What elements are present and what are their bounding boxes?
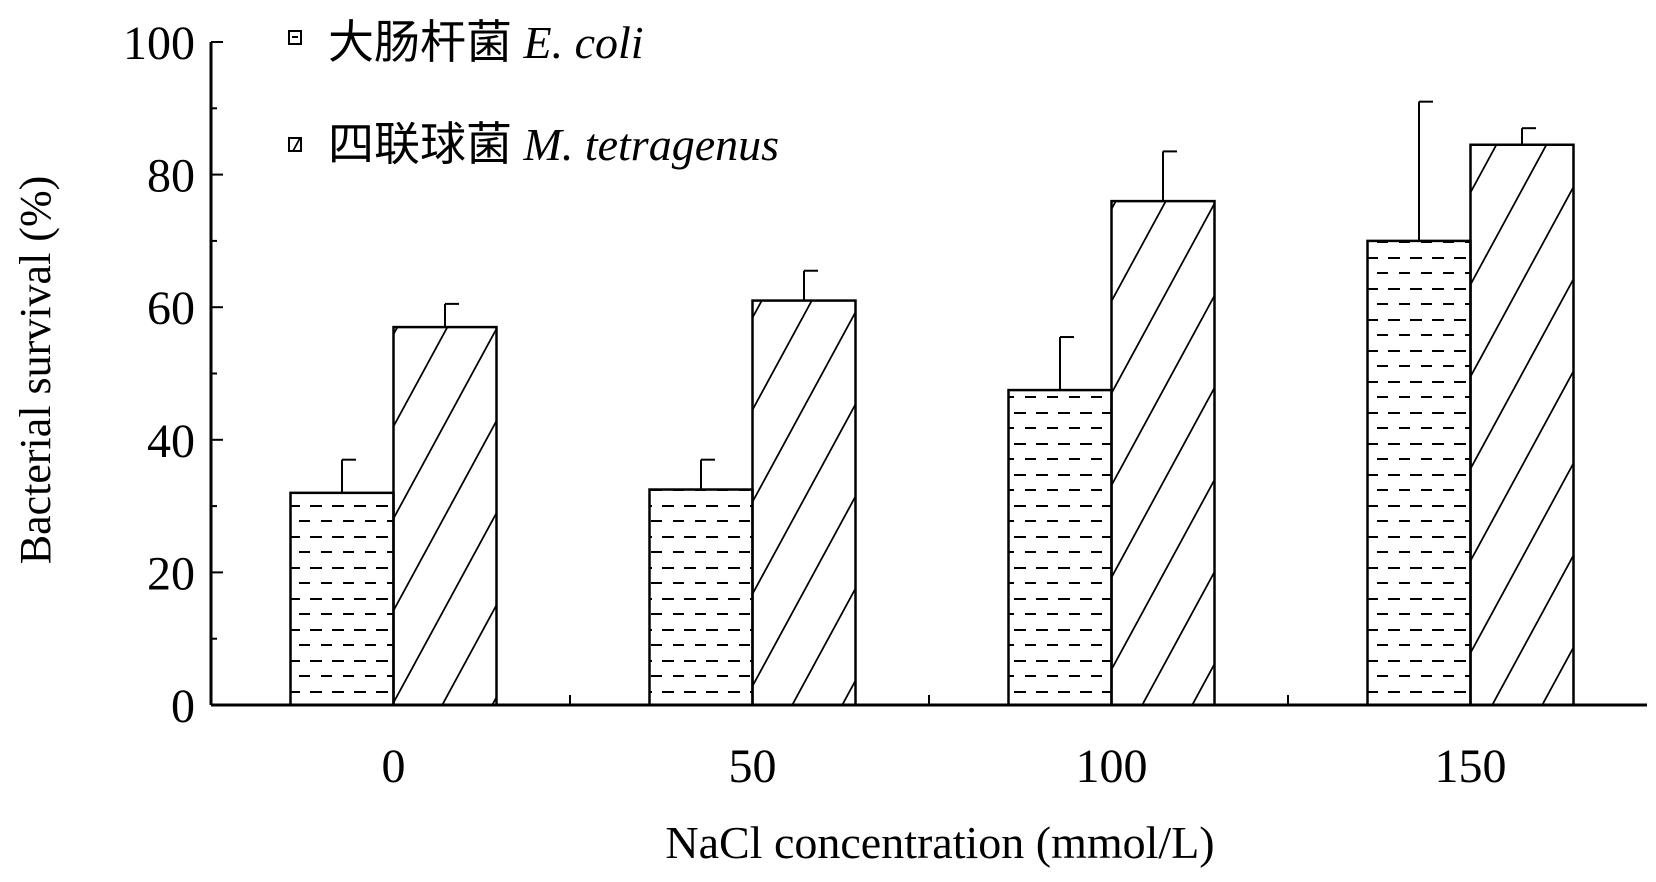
legend-label-ecoli: 大肠杆菌 E. coli — [328, 17, 644, 68]
legend-label-mtetragenus: 四联球菌 M. tetragenus — [328, 119, 779, 170]
legend-swatch-mtetragenus — [288, 137, 302, 152]
bar-mtetragenus — [751, 299, 857, 707]
x-tick-label: 50 — [729, 740, 777, 793]
legend-italic-mtetragenus: M. tetragenus — [523, 119, 780, 170]
y-tick-label: 80 — [147, 150, 195, 203]
bar-ecoli — [1007, 388, 1113, 707]
bar-ecoli — [648, 488, 754, 707]
x-tick-label: 100 — [1076, 740, 1148, 793]
x-tick-label: 150 — [1435, 740, 1507, 793]
x-axis-label: NaCl concentration (mmol/L) — [665, 817, 1214, 868]
y-tick-label: 60 — [147, 282, 195, 335]
bar-mtetragenus — [392, 325, 498, 707]
bar-ecoli — [289, 491, 395, 707]
y-tick-label: 0 — [171, 680, 195, 733]
y-tick-label: 100 — [123, 17, 195, 70]
bar-mtetragenus — [1469, 143, 1575, 707]
y-tick-label: 20 — [147, 547, 195, 600]
legend: 大肠杆菌 E. coli 四联球菌 M. tetragenus — [288, 17, 779, 170]
legend-name-mtetragenus: 四联球菌 — [328, 119, 512, 170]
y-tick-label: 40 — [147, 415, 195, 468]
y-axis-label: Bacterial survival (%) — [11, 176, 60, 565]
x-tick-label: 0 — [382, 740, 406, 793]
legend-italic-ecoli: E. coli — [523, 17, 644, 68]
legend-name-ecoli: 大肠杆菌 — [328, 17, 512, 68]
bar-mtetragenus — [1110, 199, 1216, 707]
bar-ecoli — [1366, 239, 1472, 707]
